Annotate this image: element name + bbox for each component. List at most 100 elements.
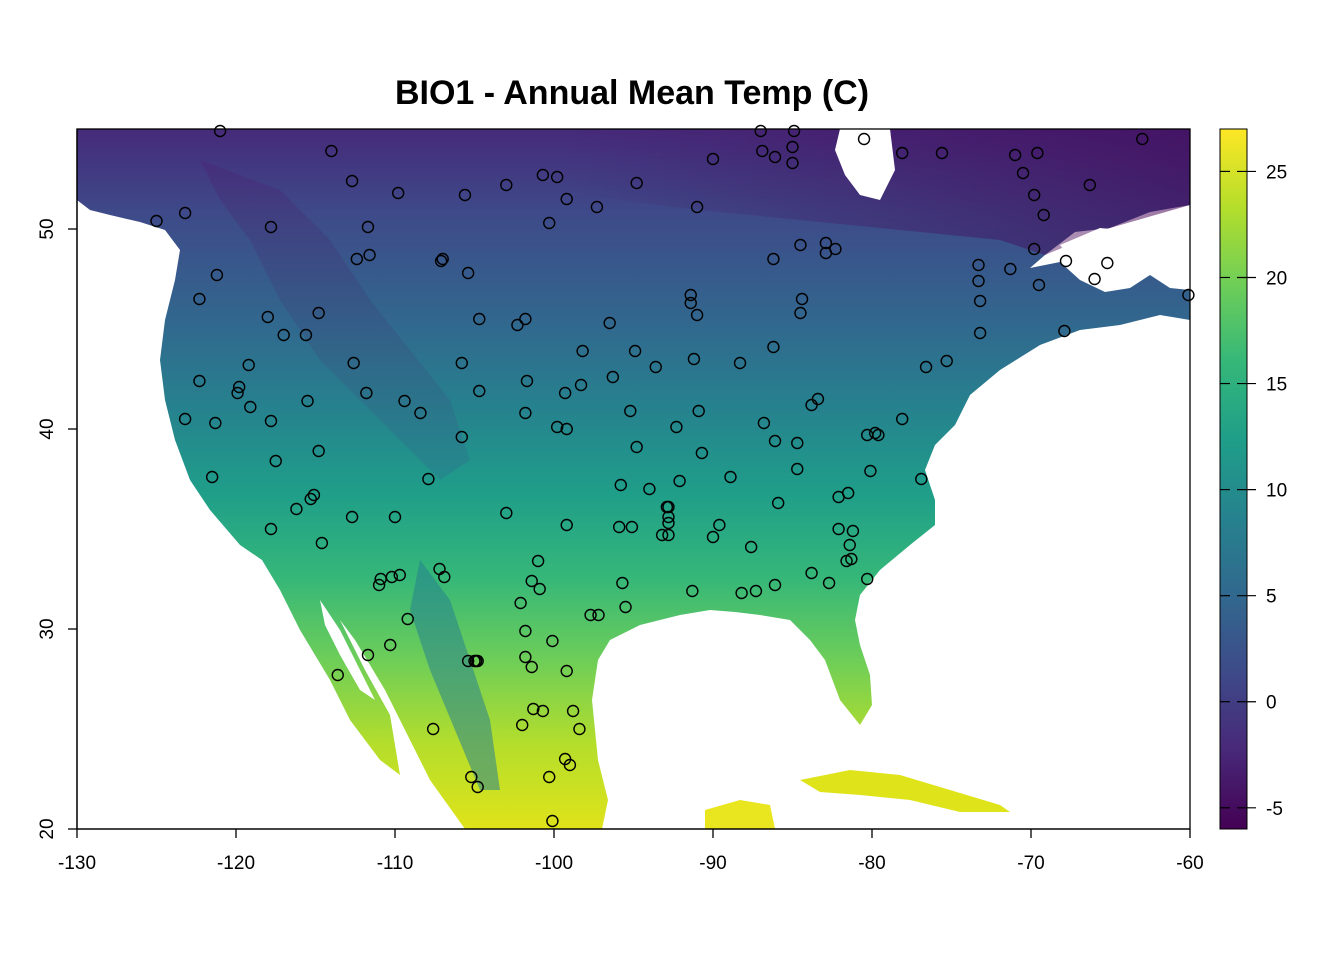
station-point: [1058, 324, 1071, 338]
station-point: [563, 758, 577, 772]
station-point: [684, 296, 697, 310]
x-tick-label: -70: [1017, 853, 1044, 874]
station-point: [754, 124, 767, 138]
station-point: [519, 650, 532, 664]
station-point: [312, 444, 325, 458]
y-tick-label: 50: [37, 218, 58, 239]
station-point: [973, 326, 987, 340]
station-point: [458, 188, 472, 202]
station-point: [473, 312, 486, 326]
station-point: [733, 356, 747, 370]
station-point: [1027, 188, 1041, 202]
station-point: [660, 500, 674, 514]
station-point: [363, 248, 376, 262]
station-point: [312, 306, 325, 320]
station-point: [560, 664, 573, 678]
station-point: [231, 386, 244, 400]
station-points: [150, 124, 1195, 828]
yucatan: [705, 800, 775, 829]
station-point: [1008, 148, 1022, 162]
station-point: [655, 528, 669, 542]
station-point: [1136, 132, 1149, 146]
station-point: [213, 124, 227, 138]
station-point: [398, 394, 411, 408]
station-point: [546, 634, 559, 648]
station-point: [264, 220, 278, 234]
station-point: [461, 266, 475, 280]
station-point: [1182, 288, 1195, 302]
station-point: [374, 572, 387, 586]
station-point: [768, 578, 782, 592]
station-point: [558, 386, 572, 400]
station-point: [662, 528, 675, 542]
station-point: [619, 600, 632, 614]
station-point: [749, 584, 763, 598]
station-point: [345, 510, 359, 524]
station-point: [560, 518, 573, 532]
station-point: [422, 472, 435, 486]
station-point: [630, 440, 643, 454]
station-point: [531, 554, 545, 568]
station-point: [350, 252, 364, 266]
x-tick-label: -100: [535, 853, 573, 874]
station-point: [388, 510, 402, 524]
colorbar-tick-label: 10: [1266, 481, 1287, 502]
x-axis: -130 -120 -110 -100 -90 -80 -70 -60: [58, 828, 1204, 874]
colorbar-scale: [1219, 128, 1248, 830]
station-point: [525, 660, 538, 674]
station-point: [973, 294, 987, 308]
station-point: [1004, 262, 1017, 276]
station-point: [1059, 254, 1073, 268]
station-point: [857, 132, 871, 146]
station-point: [519, 406, 532, 420]
station-point: [832, 490, 845, 504]
station-point: [1083, 178, 1097, 192]
station-point: [264, 414, 278, 428]
station-point: [822, 576, 836, 590]
station-point: [686, 584, 699, 598]
station-point: [307, 488, 321, 502]
station-point: [794, 306, 807, 320]
station-point: [455, 430, 468, 444]
station-point: [744, 540, 758, 554]
colorbar-tick-label: 20: [1266, 268, 1287, 289]
y-tick-label: 20: [37, 818, 58, 839]
station-point: [465, 770, 478, 784]
station-point: [269, 454, 282, 468]
station-point: [360, 386, 373, 400]
station-point: [550, 170, 564, 184]
station-point: [393, 568, 406, 582]
station-point: [771, 496, 785, 510]
station-point: [1016, 166, 1030, 180]
station-point: [624, 404, 637, 418]
station-point: [242, 358, 255, 372]
station-point: [315, 536, 329, 550]
colorbar-tick-label: 25: [1266, 162, 1287, 183]
station-point: [829, 242, 842, 256]
station-point: [546, 814, 559, 828]
station-point: [500, 178, 513, 192]
station-point: [261, 310, 274, 324]
station-point: [724, 470, 737, 484]
station-point: [543, 770, 556, 784]
station-point: [325, 144, 338, 158]
station-point: [345, 174, 359, 188]
x-tick-label: -130: [58, 853, 96, 874]
station-point: [940, 354, 953, 368]
station-point: [795, 292, 809, 306]
station-point: [1031, 146, 1044, 160]
station-point: [791, 462, 804, 476]
station-point: [868, 426, 882, 440]
station-point: [361, 648, 375, 662]
station-point: [787, 124, 801, 138]
station-point: [846, 524, 860, 538]
station-point: [209, 416, 222, 430]
station-point: [560, 422, 573, 436]
station-point: [628, 344, 642, 358]
station-point: [896, 412, 909, 426]
station-point: [630, 176, 643, 190]
station-point: [473, 384, 486, 398]
station-point: [832, 522, 845, 536]
station-point: [1088, 272, 1101, 286]
station-point: [391, 186, 405, 200]
